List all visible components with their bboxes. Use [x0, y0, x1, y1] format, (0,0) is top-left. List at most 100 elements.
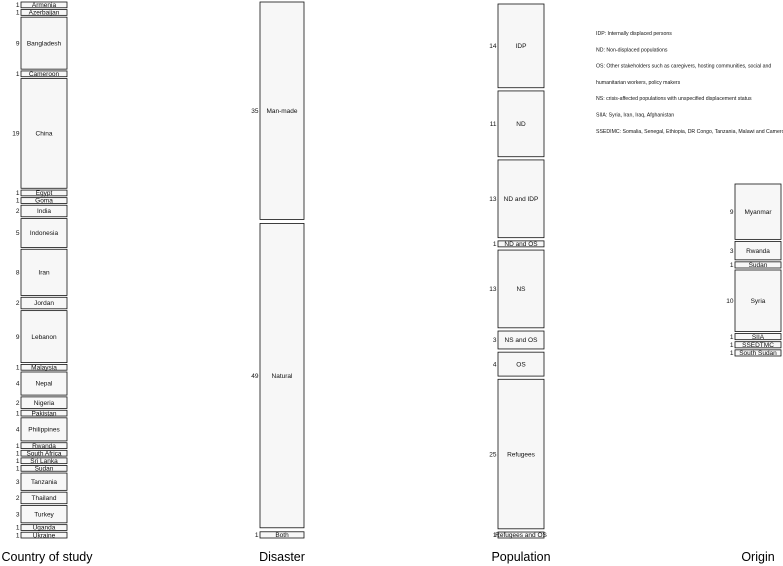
country-box [20, 409, 68, 417]
population-node-refugees: Refugees 25 [489, 378, 545, 530]
population-box [497, 3, 545, 89]
origin-count: 3 [730, 248, 734, 255]
population-count: 1 [493, 532, 497, 539]
country-label: Azerbaijan [29, 10, 60, 17]
disaster-label: Man-made [266, 108, 297, 115]
flow-refugees-to-rwanda [544, 241, 735, 451]
disaster-count: 49 [251, 373, 259, 380]
origin-node-south-sudan: South Sudan 1 [730, 349, 782, 357]
flow-thailand-to-natural [67, 492, 260, 534]
population-count: 14 [489, 43, 497, 50]
country-count: 2 [16, 300, 20, 307]
legend-line: OS: Other stakeholders such as caregiver… [596, 64, 771, 70]
origin-count: 1 [730, 350, 734, 357]
country-box [20, 531, 68, 539]
flow-armenia-to-natural [67, 2, 260, 230]
flow-rwanda-to-man-made [67, 151, 260, 448]
population-count: 3 [493, 337, 497, 344]
country-box [20, 457, 68, 465]
country-box [20, 9, 68, 16]
population-box [497, 249, 545, 329]
country-box [20, 204, 68, 218]
population-label: ND [516, 121, 526, 128]
population-node-nd-and-os: ND and OS 1 [493, 240, 545, 248]
country-label: Iran [38, 270, 50, 277]
origin-label: Sudan [749, 262, 768, 269]
country-node-goma: Goma 1 [16, 197, 68, 205]
flow-egypt-to-man-made [67, 64, 260, 196]
country-label: Sudan [35, 466, 54, 473]
flow-man-made-to-refugees [304, 70, 498, 511]
flow-pakistan-to-natural [67, 410, 260, 490]
flow-man-made-to-idp [304, 2, 498, 34]
origin-label: South Sudan [739, 350, 777, 357]
flow-refugees-and-os-to-south-sudan [544, 350, 735, 538]
country-label: Goma [35, 198, 53, 205]
axis-title-origin: Origin [741, 550, 774, 564]
country-node-south-africa: South Africa 1 [16, 449, 68, 457]
country-count: 19 [12, 131, 20, 138]
country-label: Egypt [36, 190, 53, 197]
country-label: Jordan [34, 300, 54, 307]
disaster-count: 35 [251, 108, 259, 115]
origin-node-syria: Syria 10 [726, 269, 782, 332]
country-count: 5 [16, 230, 20, 237]
flow-goma-to-natural [67, 198, 260, 360]
country-count: 9 [16, 334, 20, 341]
population-count: 4 [493, 361, 497, 368]
population-count: 25 [489, 451, 497, 458]
country-count: 1 [16, 190, 20, 197]
country-node-iran: Iran 8 [16, 248, 68, 296]
origin-count: 9 [730, 209, 734, 216]
country-count: 3 [16, 511, 20, 518]
country-count: 1 [16, 10, 20, 17]
country-box [20, 248, 68, 296]
country-count: 4 [16, 427, 20, 434]
country-count: 9 [16, 40, 20, 47]
country-label: Pakistan [32, 410, 57, 417]
population-count: 13 [489, 196, 497, 203]
country-label: Uganda [33, 525, 56, 532]
country-box [20, 218, 68, 248]
flow-turkey-to-man-made [67, 188, 260, 522]
country-node-cameroon: Cameroon 1 [16, 70, 68, 78]
origin-label: Rwanda [746, 248, 770, 255]
flow-south-africa-to-man-made [67, 157, 260, 456]
population-box [497, 531, 545, 539]
country-label: Sri Lanka [30, 458, 58, 465]
origin-node-ssedtmc: SSEDTMC 1 [730, 341, 782, 349]
country-node-lebanon: Lebanon 9 [16, 310, 68, 364]
population-box [497, 378, 545, 530]
flow-ukraine-to-both [67, 532, 260, 538]
population-node-refugees-and-os: Refugees and OS1 [493, 531, 547, 539]
origin-box [734, 240, 782, 261]
legend-line: SIIA: Syria, Iran, Iraq, Afghanistan [596, 113, 674, 119]
disaster-count: 1 [255, 532, 259, 539]
origin-node-rwanda: Rwanda 3 [730, 240, 782, 261]
population-box [497, 90, 545, 158]
country-count: 1 [16, 458, 20, 465]
population-node-os: OS 4 [493, 351, 545, 377]
country-node-egypt: Egypt 1 [16, 189, 68, 197]
country-label: Thailand [32, 495, 57, 502]
country-count: 1 [16, 525, 20, 532]
flow-refugees-to-sudan [544, 262, 735, 457]
origin-node-sudan: Sudan 1 [730, 261, 782, 269]
population-label: ND and OS [504, 241, 538, 248]
country-label: South Africa [26, 450, 61, 457]
population-label: NS [516, 286, 526, 293]
flow-natural-to-refugees [304, 509, 498, 529]
flow-refugees-to-ssedtmc [544, 342, 735, 529]
country-label: Indonesia [30, 230, 59, 237]
country-label: Tanzania [31, 479, 57, 486]
flow-nigeria-to-man-made [67, 139, 260, 409]
country-box [20, 16, 68, 70]
flow-natural-to-idp [304, 34, 498, 279]
country-count: 4 [16, 381, 20, 388]
country-box [20, 449, 68, 457]
flow-sri-lanka-to-natural [67, 458, 260, 522]
flow-indonesia-to-natural [67, 219, 260, 404]
country-count: 1 [16, 443, 20, 450]
country-box [20, 396, 68, 409]
